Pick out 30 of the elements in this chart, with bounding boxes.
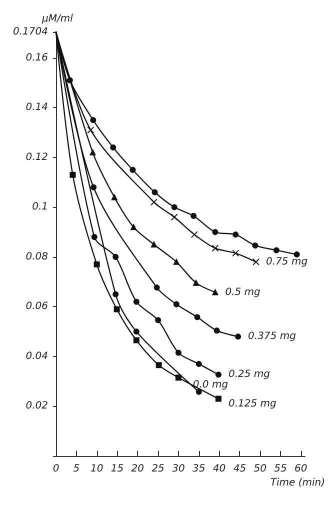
- x-tick-label: 55: [274, 464, 287, 474]
- x-tick-label: 0: [52, 464, 60, 474]
- x-tick-label: 35: [192, 464, 206, 474]
- x-tick-label: 5: [73, 464, 80, 474]
- y-tick-label: 0.12: [26, 152, 48, 163]
- x-tick-label: 60: [294, 464, 308, 474]
- series-label: 0.25 mg: [228, 369, 270, 380]
- y-tick-label: 0.14: [26, 102, 48, 114]
- y-tick-label: 0.02: [26, 400, 48, 412]
- x-tick-label: 15: [110, 464, 124, 474]
- y-tick-label: 0.08: [26, 251, 48, 262]
- x-tick-label: 45: [233, 464, 246, 474]
- x-tick-label: 25: [152, 464, 164, 474]
- series-label: 0.125 mg: [228, 398, 276, 410]
- y-tick-label: 0.16: [26, 52, 48, 64]
- x-tick-label: 10: [90, 464, 104, 474]
- y-tick-label: 0.1: [32, 202, 48, 213]
- x-tick-label: 50: [254, 464, 266, 474]
- series-label: 0.375 mg: [248, 331, 296, 342]
- y-axis-title: μM/ml: [41, 14, 74, 24]
- x-tick-label: 40: [212, 464, 226, 474]
- y-tick-label: 0.06: [26, 301, 48, 312]
- x-tick-label: 20: [131, 464, 144, 474]
- x-axis-title: Time (min): [270, 478, 325, 488]
- series-label: 0.75 mg: [266, 256, 308, 268]
- series-label: 0.5 mg: [225, 286, 260, 298]
- series-label: 0.0 mg: [192, 379, 228, 390]
- x-tick-label: 30: [172, 464, 185, 474]
- y-tick-label: 0.1704: [13, 26, 48, 38]
- y-tick-label: 0.04: [26, 350, 48, 362]
